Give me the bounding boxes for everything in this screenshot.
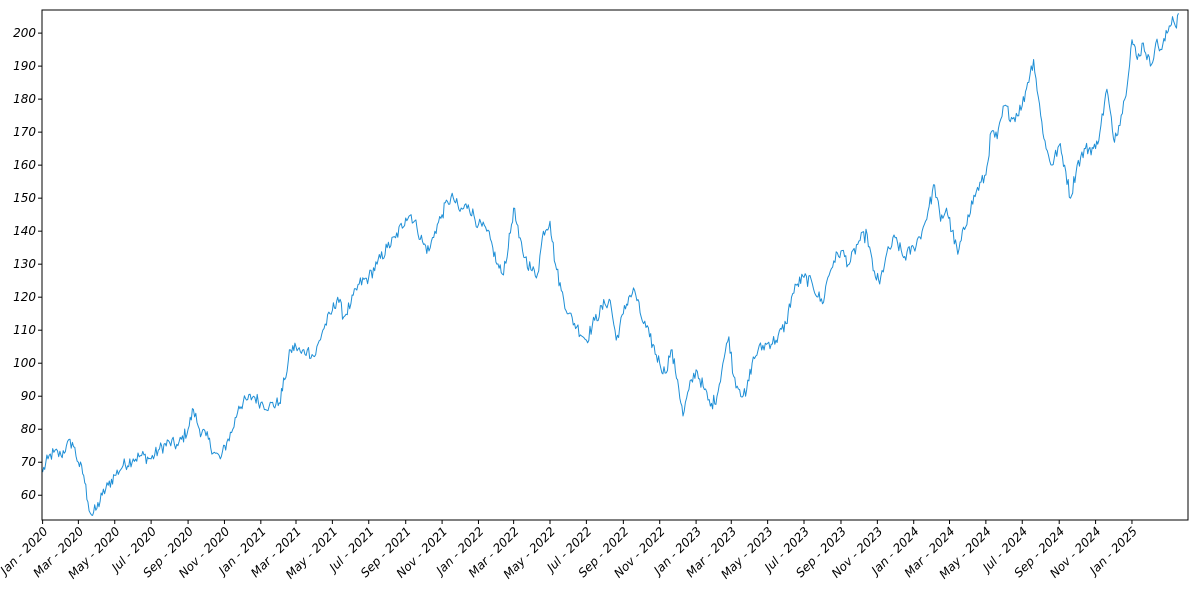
series-line — [42, 13, 1179, 516]
y-tick-label: 120 — [13, 290, 36, 304]
y-tick-label: 110 — [13, 323, 36, 337]
plot-area — [42, 13, 1179, 516]
y-tick-label: 130 — [13, 257, 36, 271]
y-tick-label: 90 — [21, 389, 37, 403]
y-tick-label: 170 — [13, 125, 36, 139]
y-tick-label: 150 — [13, 191, 36, 205]
y-tick-label: 80 — [21, 422, 37, 436]
y-tick-label: 60 — [21, 488, 37, 502]
y-tick-label: 180 — [13, 92, 36, 106]
y-tick-label: 200 — [13, 26, 36, 40]
y-tick-label: 140 — [13, 224, 36, 238]
y-tick-label: 70 — [21, 455, 37, 469]
y-tick-label: 100 — [13, 356, 36, 370]
y-axis: 60 70 80 90 100 110 120 130 140 150 160 170 180 190 20… — [13, 26, 42, 502]
y-tick-label: 160 — [13, 158, 36, 172]
axes-frame — [41, 9, 1189, 521]
y-tick-label: 190 — [13, 59, 36, 73]
